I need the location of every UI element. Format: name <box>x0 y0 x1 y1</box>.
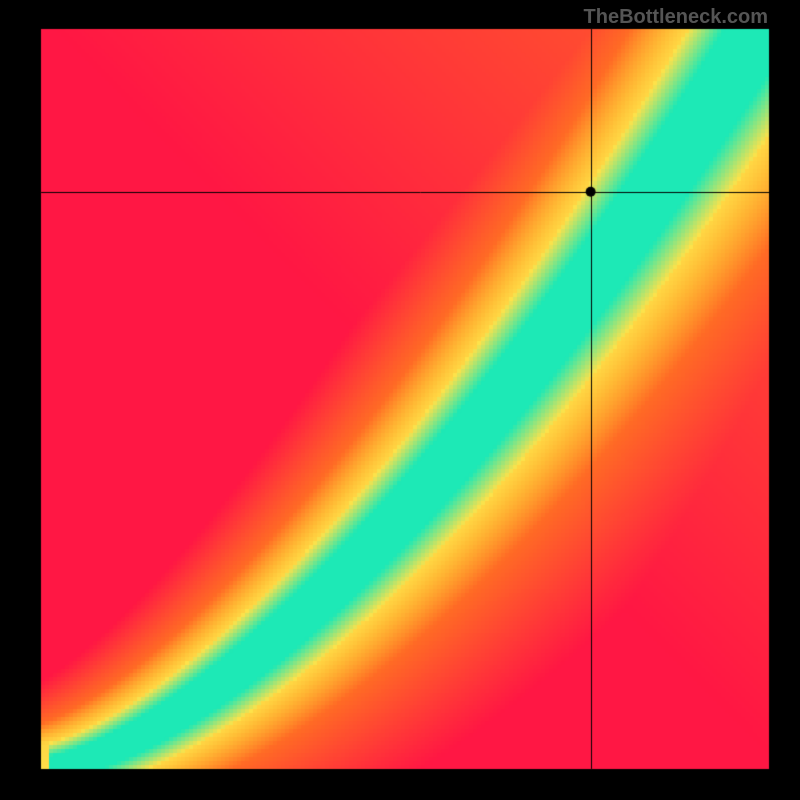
chart-container: TheBottleneck.com <box>0 0 800 800</box>
watermark-text: TheBottleneck.com <box>584 6 768 29</box>
crosshair-overlay <box>0 0 800 800</box>
